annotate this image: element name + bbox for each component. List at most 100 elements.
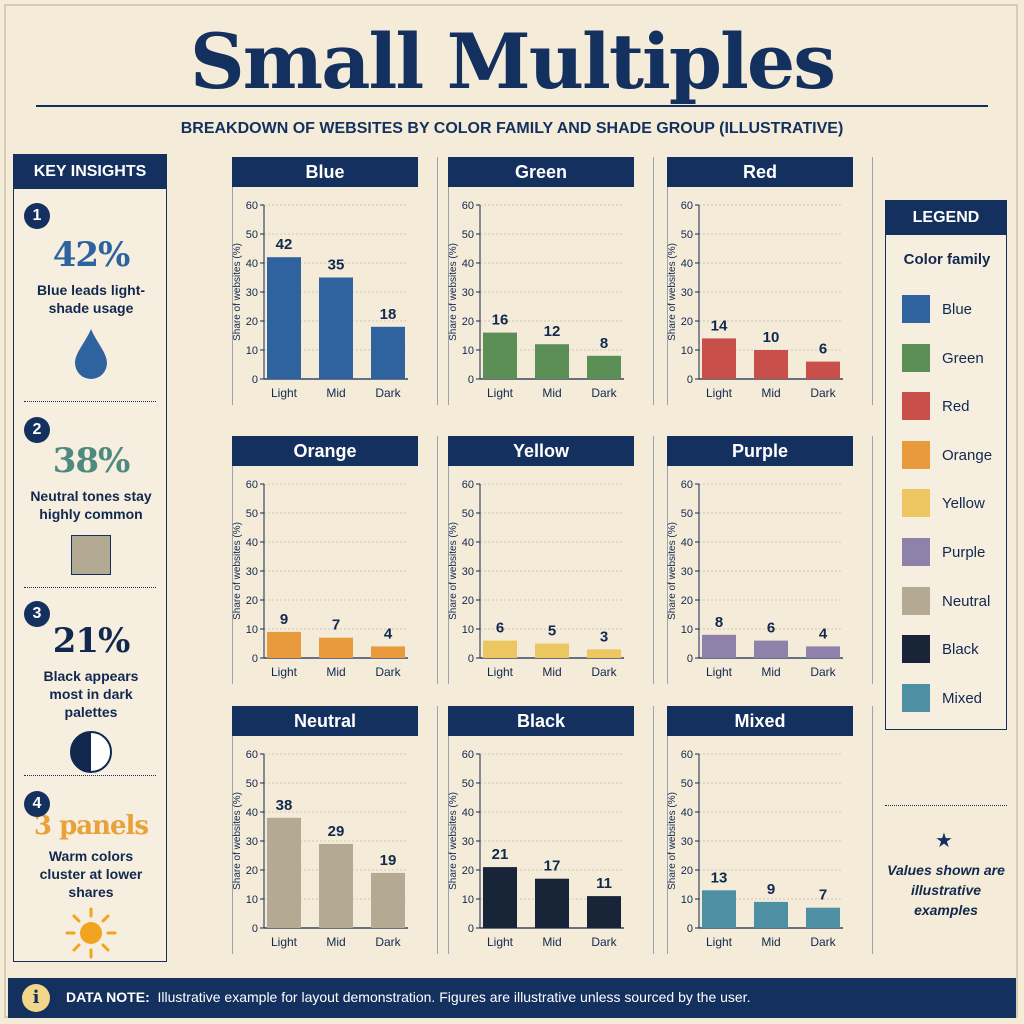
insight-4: 4 3 panels Warm colors cluster at lower … bbox=[14, 791, 168, 966]
data-label: 16 bbox=[492, 312, 509, 329]
y-tick-label: 30 bbox=[462, 836, 474, 848]
legend-label: Mixed bbox=[942, 689, 983, 707]
legend-item-neutral: Neutral bbox=[902, 586, 1002, 615]
legend-swatch bbox=[902, 343, 930, 372]
bar-light bbox=[483, 867, 517, 928]
bar-mid bbox=[754, 350, 788, 379]
panel-title: Neutral bbox=[232, 706, 418, 736]
insight-text: Warm colors cluster at lower shares bbox=[39, 848, 143, 900]
chart-panel-red: Red 0 10 20 30 40 50 60 Share of websites (%) 14 L… bbox=[667, 157, 873, 405]
y-axis-label: Share of websites (%) bbox=[667, 792, 678, 890]
y-tick-label: 60 bbox=[246, 749, 258, 761]
panel-frame bbox=[448, 157, 654, 405]
bar-dark bbox=[806, 907, 840, 928]
x-tick-label: Dark bbox=[375, 665, 401, 679]
bar-mid bbox=[754, 901, 788, 928]
insight-number: 1 bbox=[24, 203, 50, 229]
half-circle-icon bbox=[70, 731, 112, 773]
data-label: 29 bbox=[328, 823, 345, 840]
legend-item-mixed: Mixed bbox=[902, 683, 1002, 712]
y-tick-label: 40 bbox=[681, 258, 693, 270]
y-tick-label: 20 bbox=[462, 316, 474, 328]
y-tick-label: 0 bbox=[687, 923, 693, 935]
y-tick-label: 10 bbox=[681, 624, 693, 636]
panel-title: Mixed bbox=[667, 706, 853, 736]
data-label: 6 bbox=[496, 620, 504, 637]
data-label: 21 bbox=[492, 846, 509, 863]
bar-mid bbox=[535, 643, 569, 658]
bar-dark bbox=[587, 649, 621, 658]
data-label: 9 bbox=[280, 611, 288, 628]
legend-item-blue: Blue bbox=[902, 295, 1002, 323]
y-tick-label: 40 bbox=[462, 258, 474, 270]
y-tick-label: 30 bbox=[681, 836, 693, 848]
x-tick-label: Dark bbox=[810, 935, 836, 949]
data-label: 6 bbox=[819, 341, 827, 358]
y-tick-label: 20 bbox=[462, 595, 474, 607]
x-tick-label: Dark bbox=[591, 935, 617, 949]
y-tick-label: 0 bbox=[468, 653, 474, 665]
y-tick-label: 20 bbox=[246, 865, 258, 877]
data-label: 11 bbox=[596, 875, 612, 892]
legend-label: Black bbox=[942, 641, 979, 659]
bar-dark bbox=[371, 326, 405, 379]
bar-light bbox=[702, 634, 736, 658]
legend-swatch bbox=[902, 295, 930, 323]
insight-divider bbox=[24, 775, 156, 776]
star-icon: ★ bbox=[935, 830, 953, 852]
y-tick-label: 50 bbox=[681, 508, 693, 520]
y-tick-label: 40 bbox=[462, 807, 474, 819]
x-tick-label: Mid bbox=[326, 665, 345, 679]
data-label: 13 bbox=[711, 869, 728, 886]
legend-subtitle: Color family bbox=[903, 251, 991, 268]
legend-label: Red bbox=[942, 398, 970, 416]
y-tick-label: 20 bbox=[462, 865, 474, 877]
data-label: 9 bbox=[767, 881, 775, 898]
y-tick-label: 0 bbox=[687, 374, 693, 386]
data-label: 8 bbox=[715, 614, 723, 631]
panel-title: Purple bbox=[667, 436, 853, 466]
bar-mid bbox=[319, 843, 353, 928]
data-note: DATA NOTE: Illustrative example for layo… bbox=[66, 989, 750, 1005]
x-tick-label: Dark bbox=[591, 665, 617, 679]
data-label: 7 bbox=[819, 887, 827, 904]
x-tick-label: Light bbox=[706, 386, 733, 400]
data-label: 18 bbox=[380, 306, 397, 323]
y-tick-label: 10 bbox=[462, 894, 474, 906]
y-tick-label: 60 bbox=[462, 749, 474, 761]
x-tick-label: Mid bbox=[761, 935, 780, 949]
insight-3: 3 21% Black appears most in dark palette… bbox=[14, 601, 168, 780]
y-axis-label: Share of websites (%) bbox=[448, 792, 459, 890]
y-tick-label: 50 bbox=[681, 229, 693, 241]
data-label: 42 bbox=[276, 236, 293, 253]
insight-text: Neutral tones stay highly common bbox=[30, 488, 152, 522]
panel-frame bbox=[232, 706, 438, 954]
y-tick-label: 0 bbox=[468, 374, 474, 386]
legend-item-black: Black bbox=[902, 635, 1002, 664]
panel-title: Black bbox=[448, 706, 634, 736]
y-tick-label: 10 bbox=[681, 894, 693, 906]
panel-title: Red bbox=[667, 157, 853, 187]
legend-swatch bbox=[902, 635, 930, 664]
x-tick-label: Dark bbox=[810, 386, 836, 400]
panel-title: Orange bbox=[232, 436, 418, 466]
data-note-label: DATA NOTE: bbox=[66, 989, 150, 1005]
legend-label: Green bbox=[942, 349, 984, 367]
insight-text: Black appears most in dark palettes bbox=[43, 668, 139, 720]
bar-chart: 0 10 20 30 40 50 60 Share of websites (%) 14 Ligh… bbox=[667, 200, 843, 400]
x-tick-label: Light bbox=[706, 665, 733, 679]
data-label: 6 bbox=[767, 620, 775, 637]
legend-swatch bbox=[902, 392, 930, 421]
bar-light bbox=[267, 257, 301, 379]
legend-label: Neutral bbox=[942, 592, 991, 610]
bar-mid bbox=[319, 637, 353, 658]
data-label: 17 bbox=[544, 858, 561, 875]
chart-panel-blue: Blue 0 10 20 30 40 50 60 Share of websites (%) 42… bbox=[232, 157, 438, 405]
x-tick-label: Light bbox=[271, 935, 298, 949]
y-tick-label: 20 bbox=[246, 595, 258, 607]
legend-swatch bbox=[902, 586, 930, 615]
y-tick-label: 0 bbox=[252, 653, 258, 665]
y-tick-label: 10 bbox=[246, 624, 258, 636]
chart-panel-orange: Orange 0 10 20 30 40 50 60 Share of websites (%)… bbox=[232, 436, 438, 684]
y-tick-label: 10 bbox=[462, 624, 474, 636]
